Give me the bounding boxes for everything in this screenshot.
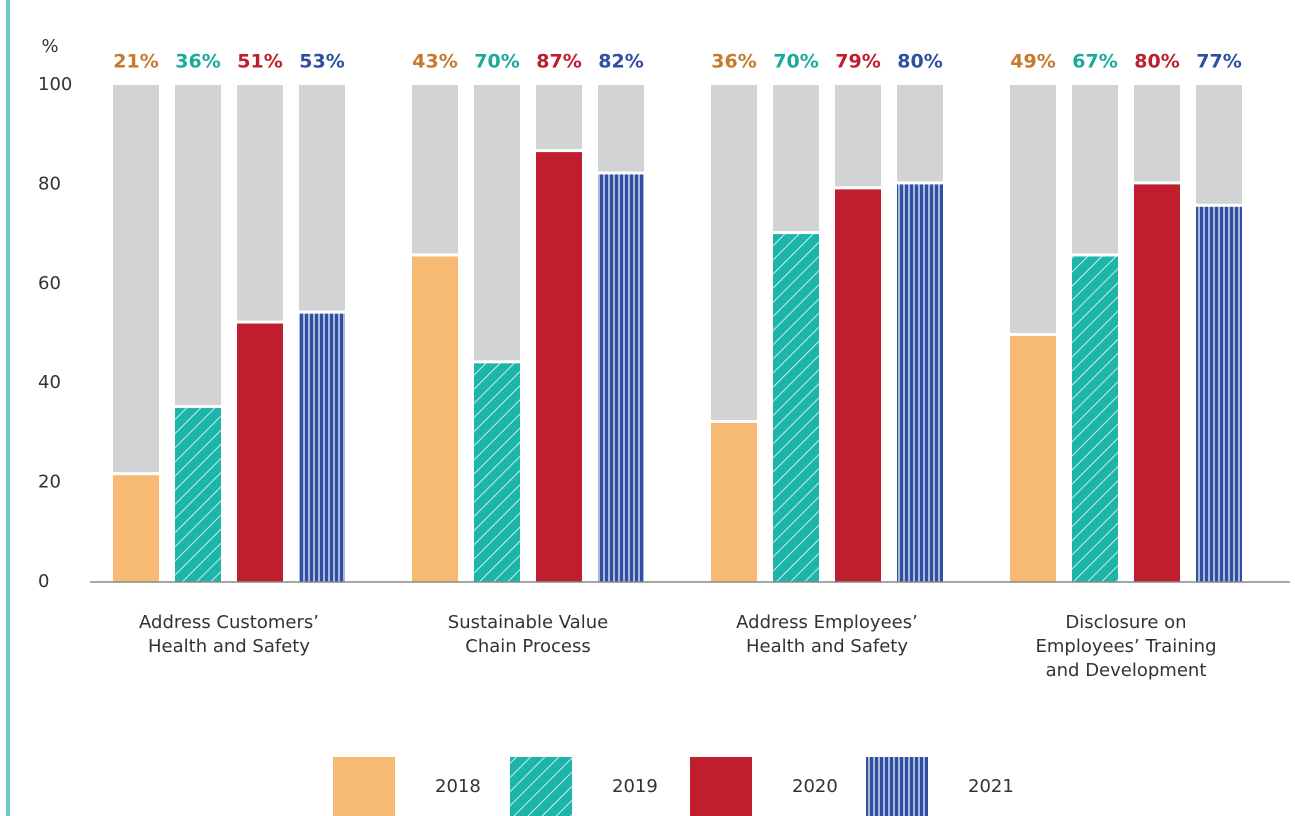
bar [835,189,881,582]
y-tick-label: 60 [38,273,61,294]
bar-background [1196,85,1242,204]
legend-swatch [690,757,752,816]
bar-background [1072,85,1118,254]
x-tick-label: Address Employees’ Health and Safety [736,612,918,657]
bar [474,363,520,582]
bar-label: 51% [237,51,282,73]
legend-swatch [510,757,572,816]
bar-label: 36% [711,51,756,73]
bar-background [412,85,458,254]
bar-label: 21% [113,51,158,73]
bar-label: 70% [474,51,519,73]
bar-label: 36% [175,51,220,73]
y-tick-label: 20 [38,472,61,493]
legend-label: 2021 [968,776,1014,797]
legend-swatch [866,757,928,816]
bar-background [1010,85,1056,333]
bar-background [113,85,159,473]
bar-label: 70% [773,51,818,73]
bar-label: 79% [835,51,880,73]
bar-label: 53% [299,51,344,73]
bar-background [897,85,943,182]
bar [1134,184,1180,582]
bar [113,475,159,582]
bar-label: 49% [1010,51,1055,73]
bar-background [773,85,819,232]
bar [299,313,345,582]
bar-background [175,85,221,406]
bar-background [711,85,757,420]
bar-label: 87% [536,51,581,73]
y-tick-label: 0 [38,571,49,592]
side-rule [6,0,10,816]
bar [175,408,221,582]
bar-label: 43% [412,51,457,73]
bar [412,256,458,582]
bar [536,152,582,582]
bar [1072,256,1118,582]
y-tick-label: 100 [38,74,72,95]
legend-label: 2018 [435,776,481,797]
bar [598,174,644,582]
bar [1010,335,1056,582]
bar-label: 80% [1134,51,1179,73]
bar-label: 80% [897,51,942,73]
bar-label: 77% [1196,51,1241,73]
y-tick-label: 80 [38,173,61,194]
bar-background [237,85,283,321]
bar-background [474,85,520,361]
bar-background [598,85,644,172]
bar-label: 82% [598,51,643,73]
bar [711,422,757,582]
bar [897,184,943,582]
bar-background [299,85,345,311]
bar-background [536,85,582,150]
x-tick-label: Disclosure on Employees’ Training and De… [1035,612,1217,681]
bar [237,323,283,582]
bar-label: 67% [1072,51,1117,73]
legend-swatch [333,757,395,816]
x-tick-label: Sustainable Value Chain Process [447,612,609,657]
x-tick-label: Address Customers’ Health and Safety [139,612,319,657]
bar [773,234,819,582]
y-unit: % [41,36,58,57]
bar-background [835,85,881,187]
legend-label: 2020 [792,776,838,797]
bar-background [1134,85,1180,182]
legend-label: 2019 [612,776,658,797]
bar [1196,206,1242,582]
y-tick-label: 40 [38,372,61,393]
